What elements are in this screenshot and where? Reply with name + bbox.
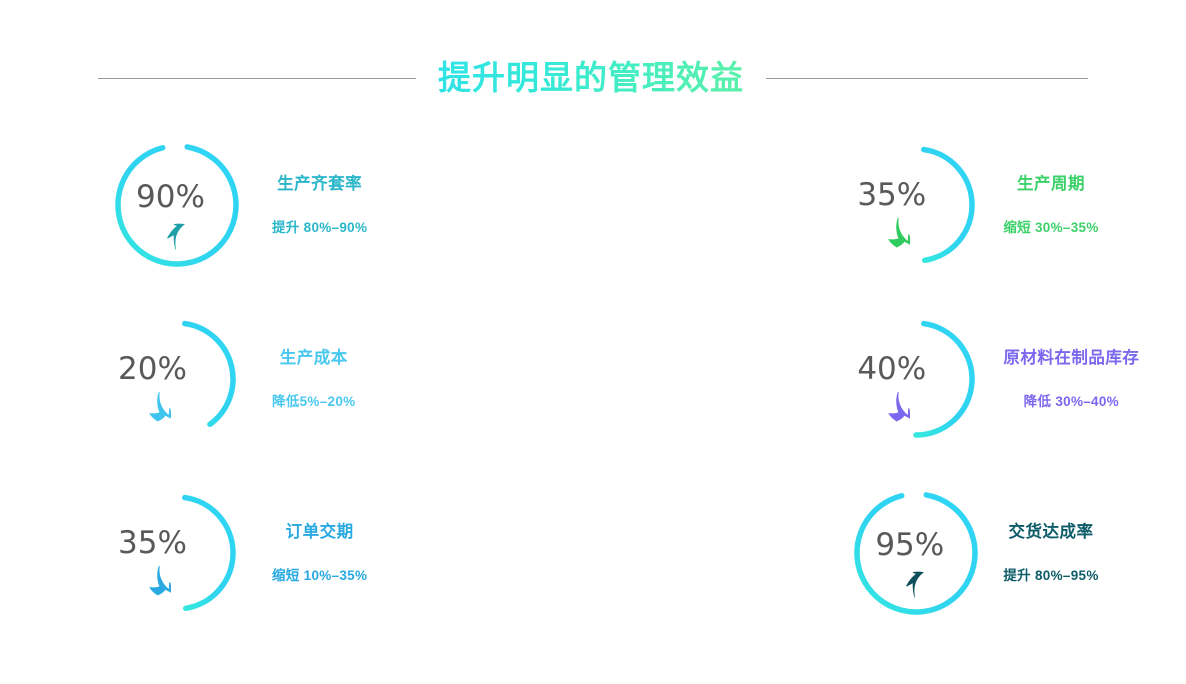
gauge-percent-value: 35% xyxy=(857,177,927,213)
gauge-grid: 90% 生产齐套率 提升 80%–90% 35% xyxy=(0,118,1186,638)
gauge-ring xyxy=(847,484,985,622)
gauge-label: 订单交期 xyxy=(285,523,354,541)
gauge-card: 50% 财务统计效率 提升 30%–50% xyxy=(791,466,1186,640)
gauge-card: 90% 生产齐套率 提升 80%–90% xyxy=(0,118,395,292)
gauge-label: 生产成本 xyxy=(279,349,348,367)
gauge-detail: 降低5%–20% xyxy=(272,394,356,409)
gauge-label: 交货达成率 xyxy=(1008,523,1094,541)
gauge-percent-value: 90% xyxy=(136,179,205,215)
gauge-ring xyxy=(847,310,985,448)
gauge-card: 60% PMC工作效率 提升 40%–60 % xyxy=(791,118,1186,292)
arrow-down-glyph xyxy=(888,217,911,248)
gauge-detail: 缩短 10%–35% xyxy=(272,568,368,583)
gauge-label: 原材料在制品库存 xyxy=(1003,349,1140,367)
arrow-down-icon xyxy=(884,388,911,427)
gauge-text-block: 生产成本 降低5%–20% xyxy=(272,348,355,410)
arrow-down-icon xyxy=(145,388,172,427)
gauge-label: 生产周期 xyxy=(1016,175,1085,193)
gauge-ring xyxy=(108,136,246,274)
page-header: 提升明显的管理效益 xyxy=(0,52,1186,104)
gauge-text-block: 生产齐套率 提升 80%–90% xyxy=(272,174,367,236)
arrow-down-icon xyxy=(884,214,911,253)
arrow-up-glyph xyxy=(167,223,185,250)
gauge-ring xyxy=(108,310,246,448)
gauge-text-block: 订单交期 缩短 10%–35% xyxy=(272,522,367,584)
gauge-text-block: 交货达成率 提升 80%–95% xyxy=(1003,522,1098,584)
arrow-up-icon xyxy=(902,564,928,603)
gauge-percent-value: 35% xyxy=(118,525,187,561)
arrow-up-glyph xyxy=(906,571,925,598)
gauge-card: 35% 订单交期 缩短 10%–35% xyxy=(0,466,395,640)
title-rule-left xyxy=(98,77,416,79)
gauge-percent-value: 95% xyxy=(875,527,945,563)
arrow-down-glyph xyxy=(149,565,172,596)
gauge-text-block: 原材料在制品库存 降低 30%–40% xyxy=(1003,348,1139,410)
arrow-down-glyph xyxy=(888,391,911,422)
arrow-up-icon xyxy=(163,216,189,255)
gauge-ring xyxy=(108,484,246,622)
gauge-detail: 提升 80%–90% xyxy=(272,220,368,235)
gauge-card: 30% 库存资金 降低 10%–30% xyxy=(791,292,1186,466)
gauge-detail: 降低 30%–40% xyxy=(1023,394,1119,409)
gauge-percent-value: 40% xyxy=(857,351,927,387)
gauge-ring xyxy=(847,136,985,274)
gauge-card: 35% 生产周期 缩短 30%–35% xyxy=(395,118,1098,292)
arrow-down-icon xyxy=(145,562,172,601)
title-rule-right xyxy=(766,77,1088,79)
gauge-percent-value: 20% xyxy=(118,351,187,387)
page-title: 提升明显的管理效益 xyxy=(438,55,744,101)
gauge-detail: 提升 80%–95% xyxy=(1003,568,1099,583)
gauge-text-block: 生产周期 缩短 30%–35% xyxy=(1003,174,1098,236)
gauge-label: 生产齐套率 xyxy=(277,175,363,193)
gauge-card: 95% 交货达成率 提升 80%–95% xyxy=(395,466,1098,640)
arrow-down-glyph xyxy=(149,391,172,422)
gauge-card: 40% 原材料在制品库存 降低 30%–40% xyxy=(395,292,1139,466)
gauge-detail: 缩短 30%–35% xyxy=(1003,220,1099,235)
gauge-card: 20% 生产成本 降低5%–20% xyxy=(0,292,395,466)
